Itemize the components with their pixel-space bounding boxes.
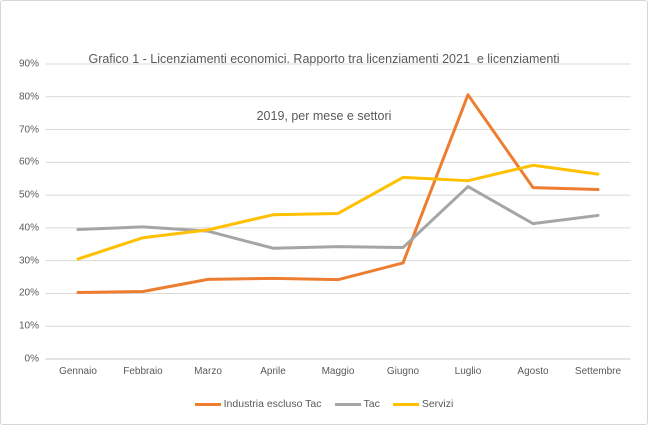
legend-label-servizi: Servizi [421,398,454,410]
legend-item-tac: Tac [334,398,380,410]
x-axis-tick-label: Giugno [386,366,420,377]
series-line-tac [76,185,600,250]
y-axis-tick-label: 80% [18,91,39,103]
x-axis-tick-label: Maggio [321,366,355,377]
legend-label-industria: Industria escluso Tac [223,398,322,410]
x-axis-tick-label: Luglio [454,366,482,377]
chart-title: Grafico 1 - Licenziamenti economici. Rap… [1,12,647,164]
series-line-servizi [76,163,600,261]
legend-label-tac: Tac [363,398,380,410]
series-line-industria-escluso-tac [76,93,600,294]
chart-title-line1: Grafico 1 - Licenziamenti economici. Rap… [88,52,560,66]
y-axis-tick-label: 20% [18,287,39,299]
y-axis-tick-label: 0% [24,353,39,365]
x-axis-tick-label: Gennaio [59,366,97,377]
chart-title-line2: 2019, per mese e settori [256,109,392,123]
legend-item-industria-escluso-tac: Industria escluso Tac [194,398,322,410]
y-axis-tick-label: 40% [18,222,39,234]
legend-line-swatch-industria [194,402,221,406]
y-axis-tick-label: 10% [18,320,39,332]
x-axis-tick-label: Agosto [517,366,549,377]
x-axis-tick-label: Marzo [194,366,222,377]
y-axis-tick-label: 60% [18,156,39,168]
y-axis-tick-label: 30% [18,255,39,267]
legend-item-servizi: Servizi [392,398,454,410]
chart-legend: Industria escluso Tac Tac Servizi [1,397,647,411]
x-axis-tick-label: Aprile [260,366,286,377]
x-axis-tick-label: Febbraio [123,366,163,377]
y-axis-tick-label: 50% [18,189,39,201]
x-axis-tick-label: Settembre [574,366,622,377]
y-axis-tick-label: 70% [18,124,39,136]
y-axis-tick-label: 90% [18,58,39,70]
legend-line-swatch-servizi [392,402,419,406]
legend-line-swatch-tac [334,402,361,406]
